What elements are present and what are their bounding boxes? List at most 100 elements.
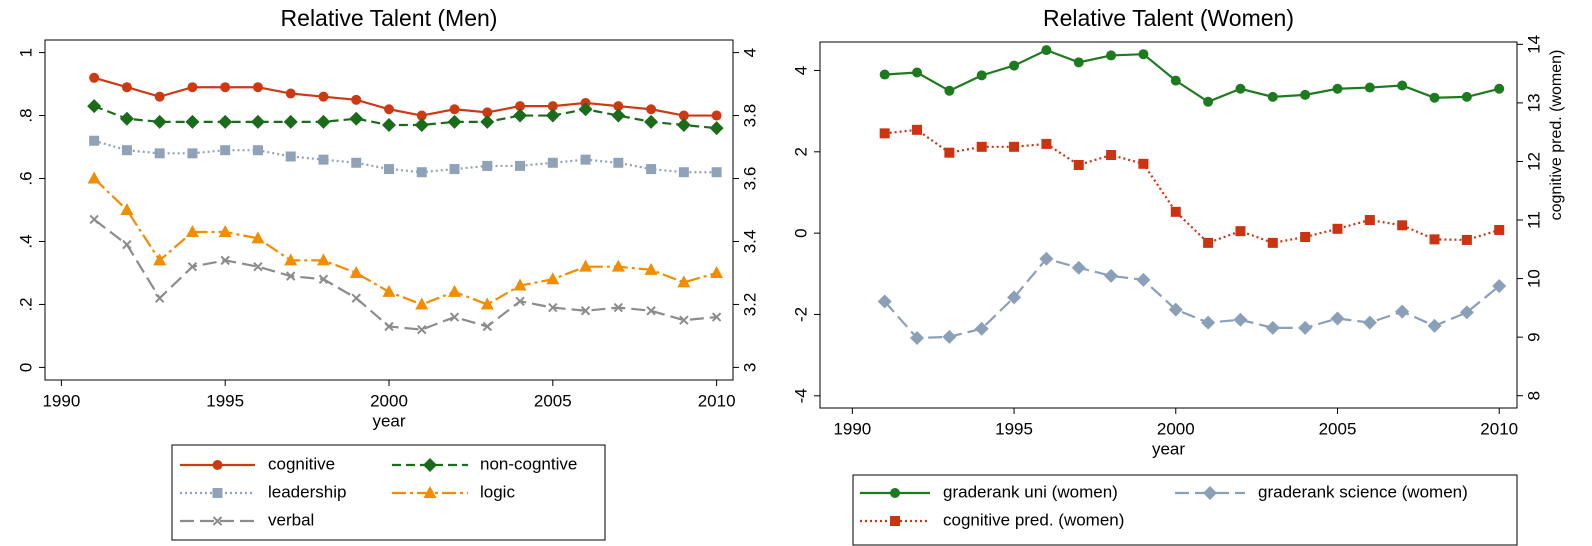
data-point [316, 114, 331, 129]
data-point [284, 253, 298, 266]
data-point [611, 259, 625, 272]
data-point [218, 114, 233, 129]
y2-tick-label: 9 [1524, 332, 1543, 341]
legend-box [852, 474, 1518, 546]
data-point [646, 104, 657, 115]
legend-label: non-cogntive [480, 454, 577, 473]
data-point [711, 110, 722, 121]
data-point [482, 321, 492, 332]
y2-tick-label: 3.8 [740, 104, 759, 128]
data-point [1494, 83, 1505, 94]
y2-tick-label: 14 [1524, 35, 1543, 54]
data-point [1300, 89, 1311, 100]
data-point [1007, 290, 1022, 305]
data-point [382, 284, 396, 297]
y-tick-label: .6 [16, 171, 35, 185]
data-point [1267, 91, 1278, 102]
y2-tick-label: 8 [1524, 391, 1543, 400]
y2-tick-label: 12 [1524, 152, 1543, 171]
data-point [513, 108, 528, 123]
data-point [1267, 237, 1278, 248]
data-point [285, 88, 296, 99]
data-point [417, 324, 427, 335]
data-point [382, 118, 396, 132]
y-tick-label: -4 [791, 388, 810, 403]
data-point [252, 82, 263, 93]
x-tick-label: 1990 [833, 419, 871, 438]
data-point [515, 160, 526, 171]
data-point [251, 231, 265, 244]
y-tick-label: 1 [16, 48, 35, 57]
data-point [1041, 45, 1052, 56]
data-point [679, 315, 689, 325]
legend-label: verbal [268, 510, 314, 529]
data-point [1494, 224, 1505, 235]
data-point [152, 114, 167, 129]
legend-label: graderank science (women) [1258, 482, 1468, 501]
legend-marker [212, 488, 223, 498]
data-point [1136, 272, 1151, 287]
data-point [548, 302, 558, 313]
x-axis-label: year [1152, 439, 1185, 458]
data-point [1039, 251, 1054, 266]
data-point [449, 164, 460, 175]
data-point [1395, 304, 1410, 319]
data-point [285, 151, 296, 162]
legend-marker [212, 460, 223, 470]
data-point [119, 111, 134, 126]
data-point [709, 121, 724, 136]
data-point [944, 147, 955, 158]
data-point [480, 297, 494, 310]
data-point [1104, 268, 1119, 283]
data-point [1106, 150, 1117, 161]
data-point [384, 164, 394, 175]
data-point [1332, 83, 1343, 94]
data-point [89, 214, 99, 225]
data-point [1364, 215, 1375, 226]
data-point [1461, 234, 1472, 245]
y2-tick-label: 3.2 [740, 293, 759, 317]
series-line [93, 218, 717, 331]
data-point [447, 114, 462, 129]
x-tick-label: 2000 [370, 391, 408, 410]
data-point [613, 157, 624, 168]
data-point [1041, 138, 1052, 149]
data-point [1235, 83, 1246, 94]
data-point [318, 91, 329, 102]
data-point [1459, 305, 1474, 320]
data-point [579, 259, 593, 272]
data-point [942, 329, 957, 344]
data-point [1397, 80, 1408, 91]
y2-tick-label: 13 [1524, 93, 1543, 112]
plot-frame [819, 41, 1518, 409]
y-tick-label: 0 [16, 363, 35, 372]
data-point [414, 118, 429, 132]
x-tick-label: 2010 [698, 391, 736, 410]
data-point [613, 101, 624, 112]
data-point [416, 167, 427, 178]
data-point [1492, 279, 1507, 293]
data-point [1397, 220, 1408, 231]
data-point [121, 145, 132, 156]
data-point [676, 118, 691, 132]
y-tick-label: 2 [791, 147, 810, 156]
data-point [1427, 318, 1442, 333]
data-point [678, 110, 689, 121]
x-tick-label: 2000 [1157, 419, 1195, 438]
data-point [87, 171, 101, 184]
data-point [351, 293, 361, 303]
data-point [482, 160, 493, 171]
legend-label: cognitive [268, 454, 335, 473]
legend-label: graderank uni (women) [943, 482, 1118, 501]
legend-marker [423, 486, 437, 498]
data-point [1138, 49, 1149, 60]
data-point [546, 272, 560, 285]
data-point [187, 148, 198, 159]
data-point [646, 306, 656, 316]
data-point [121, 82, 132, 93]
data-point [678, 167, 689, 178]
data-point [1138, 158, 1149, 169]
data-point [1429, 92, 1440, 103]
legend-marker [212, 516, 223, 526]
